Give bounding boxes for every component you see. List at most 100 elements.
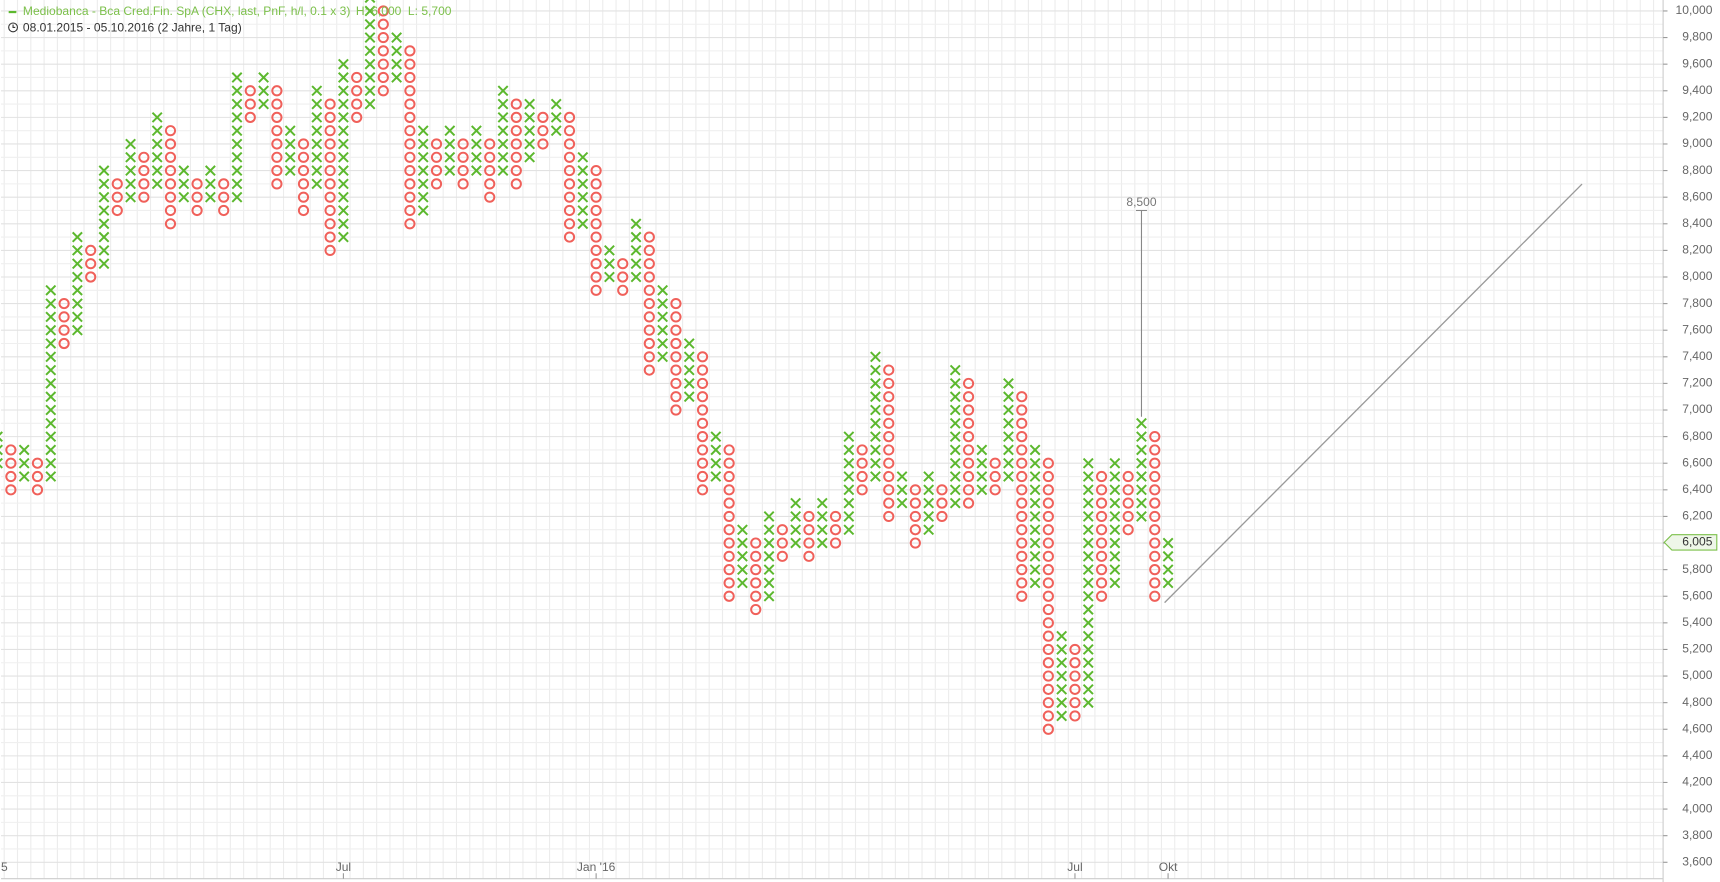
x-box	[417, 125, 429, 137]
o-box	[1042, 470, 1054, 483]
o-box	[218, 204, 230, 217]
x-column	[604, 244, 615, 283]
x-box	[444, 138, 456, 150]
high-label: H: 6,000	[356, 4, 402, 18]
trendline	[1164, 183, 1583, 604]
o-box	[1016, 470, 1028, 483]
x-box	[1082, 524, 1094, 536]
x-box	[524, 98, 536, 110]
x-box	[790, 497, 802, 509]
o-box	[404, 45, 416, 57]
x-box	[843, 524, 855, 536]
o-box	[1095, 577, 1108, 589]
o-box	[883, 470, 895, 483]
o-box	[377, 18, 389, 30]
x-box	[790, 511, 802, 522]
o-box	[962, 404, 975, 416]
x-box	[1029, 537, 1041, 549]
o-box	[85, 244, 97, 256]
x-box	[497, 85, 509, 97]
x-box	[1082, 537, 1094, 549]
x-box	[1082, 644, 1094, 655]
x-box	[870, 444, 881, 456]
o-box	[58, 337, 70, 350]
o-box	[404, 125, 416, 137]
x-column	[1029, 444, 1041, 589]
o-box	[962, 484, 975, 496]
x-box	[710, 444, 722, 456]
x-box	[1029, 564, 1041, 576]
x-column	[1162, 537, 1174, 589]
o-box	[138, 164, 150, 177]
o-box	[670, 364, 682, 376]
x-box	[231, 111, 243, 123]
o-box	[962, 391, 975, 403]
x-column	[311, 85, 323, 190]
y-tick-label: 5,200	[1682, 642, 1712, 656]
x-box	[577, 218, 589, 230]
y-tick-label: 10,000	[1676, 3, 1713, 17]
o-box	[297, 204, 310, 217]
x-box	[258, 98, 270, 110]
o-box	[1069, 643, 1081, 656]
o-box	[1069, 697, 1081, 709]
x-box	[1056, 657, 1068, 669]
x-box	[151, 151, 163, 163]
x-box	[683, 338, 695, 349]
x-column	[923, 471, 935, 536]
o-box	[324, 178, 336, 190]
o-box	[164, 125, 177, 137]
o-box	[324, 244, 336, 256]
o-box	[1016, 431, 1028, 443]
o-box	[351, 111, 363, 123]
x-box	[976, 471, 988, 482]
x-box	[231, 191, 243, 203]
x-box	[1109, 577, 1121, 589]
o-box	[1095, 484, 1108, 496]
o-box	[457, 178, 469, 190]
x-box	[604, 258, 615, 270]
x-box	[763, 524, 775, 536]
o-box	[1095, 524, 1108, 536]
o-column	[324, 98, 336, 256]
x-box	[337, 191, 349, 203]
x-column	[1082, 457, 1094, 709]
o-box	[537, 138, 549, 150]
x-box	[923, 484, 935, 496]
o-box	[1095, 550, 1108, 562]
x-box	[45, 404, 57, 416]
x-box	[1136, 484, 1147, 496]
x-box	[1029, 550, 1041, 562]
x-box	[737, 577, 748, 589]
o-box	[404, 218, 416, 230]
o-box	[1042, 617, 1054, 629]
legend-icon	[8, 10, 17, 14]
o-box	[324, 151, 336, 163]
o-box	[723, 564, 735, 576]
x-box	[1003, 378, 1014, 389]
x-box	[311, 138, 323, 150]
o-box	[590, 178, 602, 190]
o-box	[723, 524, 735, 536]
o-box	[457, 164, 469, 177]
x-box	[444, 165, 456, 176]
x-box	[98, 165, 110, 176]
x-column	[391, 32, 403, 83]
clock-hands	[12, 24, 16, 28]
x-box	[816, 537, 828, 549]
x-column	[896, 471, 908, 509]
o-box	[1149, 537, 1161, 549]
o-box	[510, 178, 522, 190]
x-box	[45, 391, 57, 403]
x-box	[657, 298, 669, 310]
o-box	[111, 191, 123, 203]
x-box	[471, 151, 482, 163]
o-box	[883, 484, 895, 496]
o-box	[590, 218, 602, 230]
o-box	[1149, 577, 1161, 589]
x-column	[125, 138, 136, 203]
x-column	[364, 0, 376, 110]
x-box	[204, 165, 216, 176]
o-box	[404, 85, 416, 97]
